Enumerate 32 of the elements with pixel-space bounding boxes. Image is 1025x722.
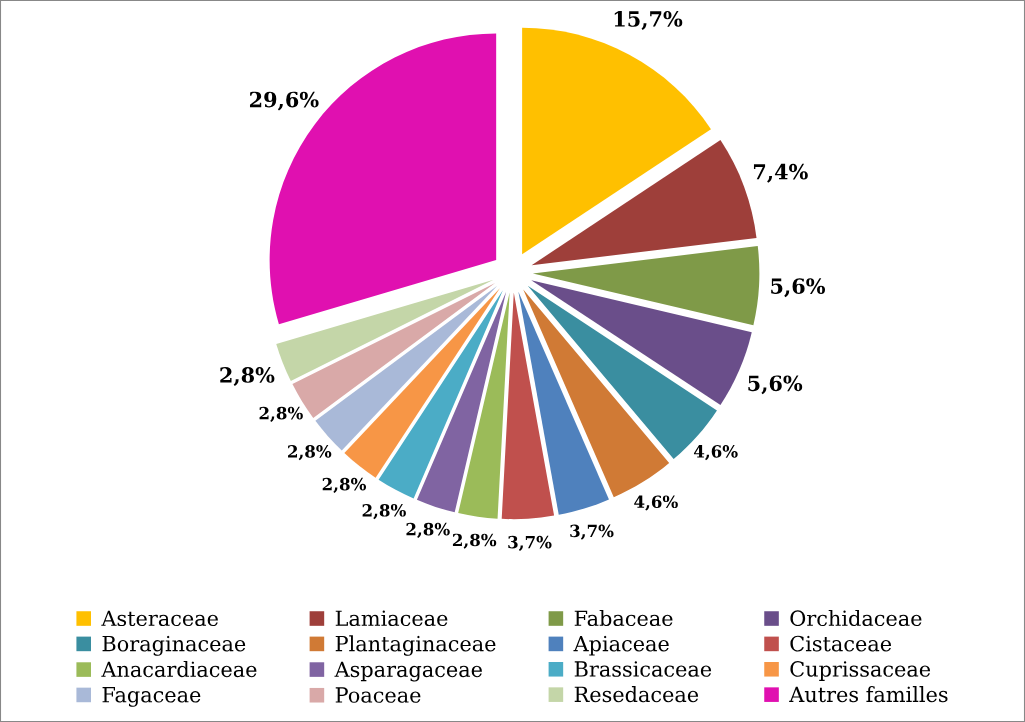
data-label: 29,6% (249, 91, 319, 111)
data-label: 2,8% (406, 522, 450, 538)
legend-label: Poaceae (335, 687, 421, 703)
data-label: 2,8% (452, 533, 497, 549)
legend-label: Anacardiaceae (101, 661, 257, 678)
data-label: 2,8% (220, 367, 275, 387)
legend-label: Brassicaceae (574, 661, 712, 677)
data-label: 15,7% (614, 11, 683, 30)
data-label: 5,6% (771, 278, 826, 298)
data-label: 7,4% (753, 163, 808, 183)
legend-label: Orchidaceae (790, 609, 922, 627)
legend-label: Apiaceae (573, 635, 669, 656)
data-label: 2,8% (322, 477, 367, 493)
legend-label: Fabaceae (574, 609, 673, 627)
legend-label: Cuprissaceae (790, 661, 931, 681)
legend-label: Autres familles (789, 686, 948, 703)
data-label: 3,7% (570, 524, 614, 540)
legend-label: Asparagaceae (334, 661, 482, 682)
legend-label: Asteraceae (101, 610, 218, 627)
data-label: 4,6% (634, 495, 678, 511)
data-label: 4,6% (693, 445, 738, 461)
data-label: 3,7% (508, 535, 552, 551)
data-label: 2,8% (288, 445, 332, 461)
legend-label: Lamiaceae (335, 610, 448, 627)
legend-label: Plantaginaceae (335, 635, 496, 656)
legend-label: Fagaceae (102, 687, 201, 707)
data-label: 2,8% (362, 504, 406, 520)
legend-label: Resedaceae (574, 686, 699, 703)
legend-label: Cistaceae (790, 635, 892, 652)
data-label: 2,8% (259, 406, 303, 422)
data-label: 5,6% (748, 375, 803, 395)
legend-label: Boraginaceae (102, 635, 246, 656)
